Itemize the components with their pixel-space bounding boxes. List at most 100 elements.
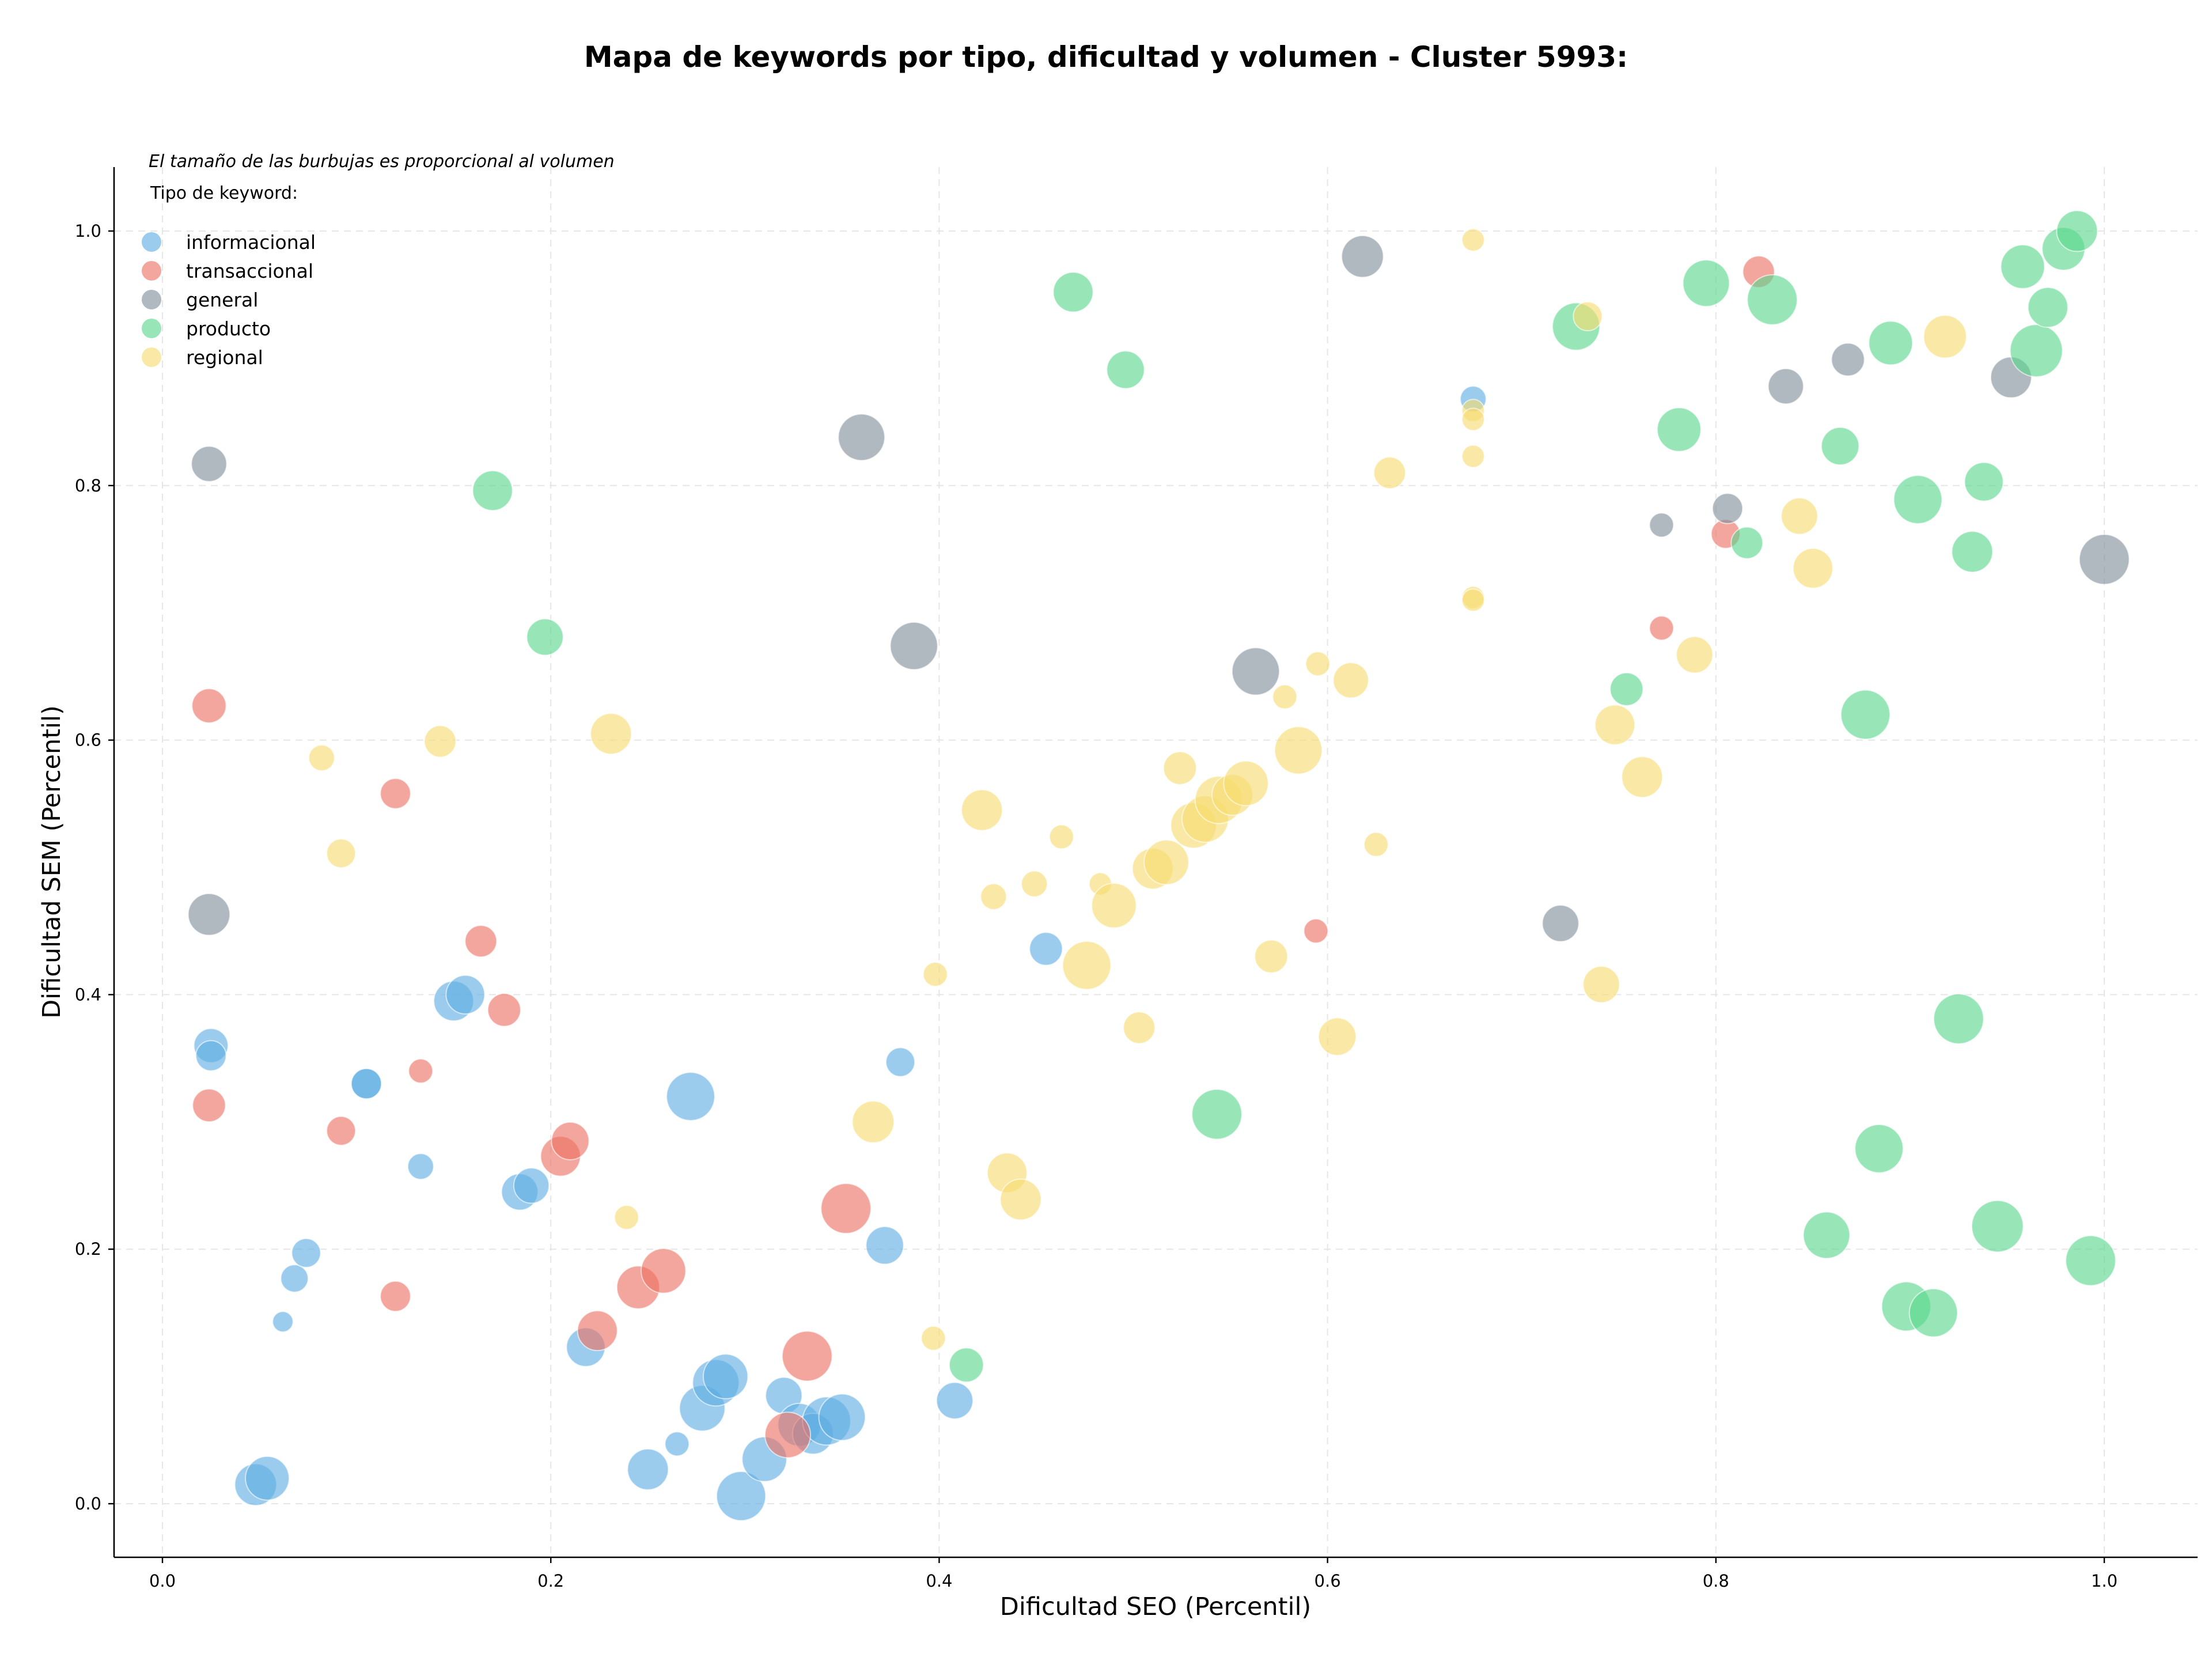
- series-transaccional: [191, 255, 1775, 1459]
- bubble-informacional: [445, 974, 486, 1015]
- bubble-informacional: [513, 1167, 550, 1204]
- bubble-producto: [1854, 1123, 1904, 1174]
- bubble-informacional: [627, 1448, 669, 1490]
- bubble-regional: [1048, 824, 1074, 850]
- bubble-regional: [1143, 839, 1190, 886]
- bubble-producto: [2056, 210, 2099, 252]
- bubble-regional: [1254, 939, 1289, 974]
- legend-marker-transaccional: [142, 261, 161, 281]
- bubble-regional: [1332, 662, 1369, 699]
- legend-marker-informacional: [142, 232, 161, 252]
- series-producto: [472, 210, 2116, 1383]
- bubble-transaccional: [577, 1310, 618, 1352]
- bubble-regional: [423, 725, 457, 758]
- x-tick-label: 0.6: [1315, 1571, 1341, 1591]
- bubble-regional: [961, 789, 1003, 831]
- bubble-transaccional: [408, 1058, 434, 1084]
- grid-lines: [114, 167, 2198, 1557]
- bubble-transaccional: [551, 1121, 590, 1161]
- bubble-transaccional: [326, 1115, 357, 1146]
- bubble-regional: [1781, 497, 1819, 535]
- bubble-general: [1767, 368, 1804, 405]
- bubble-informacional: [818, 1393, 866, 1441]
- x-tick-label: 1.0: [2091, 1571, 2118, 1591]
- bubble-producto: [2009, 324, 2063, 377]
- y-tick-label: 0.6: [75, 731, 101, 750]
- bubble-producto: [1609, 672, 1644, 706]
- bubble-transaccional: [781, 1330, 833, 1382]
- bubble-producto: [1191, 1088, 1243, 1140]
- bubble-general: [191, 445, 228, 482]
- bubble-producto: [526, 618, 564, 656]
- bubble-producto: [2027, 287, 2069, 328]
- bubble-producto: [1730, 526, 1764, 559]
- bubble-informacional: [350, 1068, 382, 1100]
- bubble-regional: [1461, 407, 1485, 432]
- tick-labels: 0.0 0.0 0.2 0.2 0.4 0.4 0.6 0.6 0.8 0.8 1.0 1.0: [75, 221, 2118, 1591]
- series-general: [187, 235, 2130, 943]
- bubble-general: [187, 893, 231, 936]
- bubble-transaccional: [192, 1088, 226, 1123]
- bubble-general: [889, 622, 938, 671]
- bubble-producto: [1893, 475, 1943, 524]
- bubble-informacional: [291, 1238, 321, 1268]
- bubble-informacional: [195, 1040, 227, 1072]
- legend-marker-regional: [142, 347, 161, 367]
- bubble-producto: [2000, 244, 2046, 289]
- bubble-regional: [1021, 870, 1048, 898]
- bubble-general: [1341, 235, 1384, 278]
- y-tick-label: 1.0: [75, 221, 101, 241]
- bubble-informacional: [245, 1455, 290, 1501]
- legend-items: informacional transaccional general product…: [142, 231, 316, 369]
- bubble-transaccional: [820, 1183, 872, 1234]
- bubble-producto: [1951, 531, 1994, 573]
- bubble-regional: [1461, 444, 1485, 468]
- bubble-general: [1649, 512, 1675, 538]
- bubble-informacional: [280, 1264, 309, 1293]
- bubble-general: [838, 413, 885, 461]
- bubble-informacional: [664, 1431, 690, 1457]
- legend-title: Tipo de keyword:: [150, 183, 298, 203]
- bubble-transaccional: [191, 688, 227, 724]
- bubble-regional: [1363, 831, 1389, 857]
- bubble-transaccional: [1649, 615, 1675, 641]
- y-tick-label: 0.0: [75, 1494, 101, 1514]
- bubble-producto: [1933, 993, 1984, 1045]
- bubble-general: [1831, 342, 1865, 377]
- y-tick-label: 0.4: [75, 985, 101, 1004]
- bubble-regional: [1792, 547, 1834, 589]
- bubble-informacional: [935, 1382, 974, 1420]
- bubble-regional: [1162, 751, 1197, 785]
- bubble-regional: [1272, 684, 1298, 710]
- bubble-informacional: [1029, 932, 1063, 966]
- x-tick-label: 0.4: [926, 1571, 952, 1591]
- bubble-regional: [1621, 756, 1664, 799]
- bubble-producto: [1971, 1200, 2024, 1253]
- bubble-producto: [949, 1347, 984, 1383]
- bubble-regional: [1461, 588, 1485, 612]
- bubble-regional: [1373, 456, 1406, 490]
- bubble-regional: [1923, 315, 1967, 359]
- legend-label-producto: producto: [186, 317, 271, 340]
- legend-label-informacional: informacional: [186, 231, 316, 253]
- bubble-transaccional: [464, 925, 498, 958]
- bubble-regional: [1223, 760, 1269, 807]
- bubble-regional: [922, 962, 948, 987]
- bubble-regional: [1091, 883, 1137, 929]
- legend-marker-general: [142, 290, 161, 309]
- bubble-regional: [1573, 301, 1603, 331]
- bubbles: [187, 210, 2130, 1522]
- bubble-regional: [1123, 1011, 1156, 1045]
- bubble-producto: [1964, 461, 2004, 502]
- bubble-regional: [1594, 704, 1635, 746]
- bubble-regional: [1274, 726, 1323, 775]
- bubble-transaccional: [380, 778, 411, 809]
- bubble-producto: [1908, 1288, 1959, 1338]
- x-axis-label: Dificultad SEO (Percentil): [1000, 1592, 1311, 1621]
- series-regional: [308, 228, 1967, 1351]
- bubble-general: [1711, 493, 1744, 524]
- bubble-transaccional: [380, 1280, 411, 1312]
- bubble-regional: [1582, 966, 1620, 1004]
